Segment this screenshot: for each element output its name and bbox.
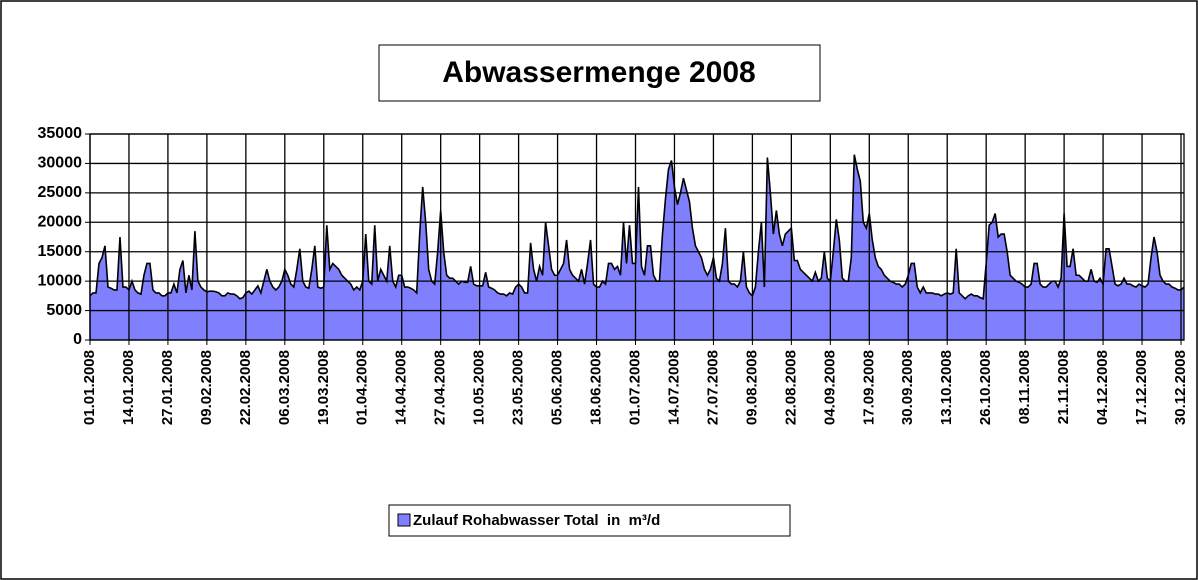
x-tick-label: 04.12.2008 — [1094, 350, 1111, 425]
x-tick-label: 10.05.2008 — [471, 350, 488, 425]
legend-box — [388, 504, 791, 537]
x-tick-label: 27.04.2008 — [432, 350, 449, 425]
x-tick-label: 27.01.2008 — [159, 350, 176, 425]
x-tick-label: 17.12.2008 — [1133, 350, 1150, 425]
y-tick-label: 25000 — [38, 184, 83, 201]
y-tick-label: 0 — [73, 331, 82, 348]
x-tick-label: 13.10.2008 — [938, 350, 955, 425]
x-tick-label: 18.06.2008 — [588, 350, 605, 425]
y-tick-label: 5000 — [46, 302, 82, 319]
x-tick-label: 01.07.2008 — [626, 350, 643, 425]
legend-swatch — [397, 513, 411, 527]
x-tick-label: 30.12.2008 — [1172, 350, 1189, 425]
x-tick-label: 05.06.2008 — [549, 350, 566, 425]
x-tick-label: 17.09.2008 — [860, 350, 877, 425]
plot-border — [89, 133, 1185, 341]
x-tick-label: 23.05.2008 — [510, 350, 527, 425]
x-tick-label: 27.07.2008 — [704, 350, 721, 425]
x-tick-label: 19.03.2008 — [315, 350, 332, 425]
x-tick-label: 21.11.2008 — [1055, 350, 1072, 424]
x-tick-label: 01.01.2008 — [81, 350, 98, 425]
x-tick-label: 14.07.2008 — [665, 350, 682, 425]
y-tick-label: 10000 — [38, 272, 83, 289]
x-tick-label: 14.04.2008 — [393, 350, 410, 425]
x-tick-label: 09.02.2008 — [198, 350, 215, 425]
y-tick-label: 20000 — [38, 214, 83, 231]
area — [90, 154, 1184, 340]
legend: Zulauf Rohabwasser Total in m³/d — [388, 504, 791, 537]
x-tick-label: 04.09.2008 — [821, 350, 838, 425]
x-tick-label: 30.09.2008 — [899, 350, 916, 425]
x-tick-label: 22.02.2008 — [237, 350, 254, 425]
y-tick-label: 35000 — [38, 125, 83, 142]
chart-title: Abwassermenge 2008 — [442, 56, 756, 89]
x-tick-label: 08.11.2008 — [1016, 350, 1033, 424]
y-tick-label: 15000 — [38, 243, 83, 260]
y-tick-label: 30000 — [38, 155, 83, 172]
x-tick-label: 06.03.2008 — [276, 350, 293, 425]
x-tick-label: 14.01.2008 — [120, 350, 137, 425]
x-tick-label: 22.08.2008 — [782, 350, 799, 425]
line — [89, 154, 1185, 300]
x-tick-label: 09.08.2008 — [743, 350, 760, 425]
title-box — [378, 44, 821, 102]
x-tick-label: 26.10.2008 — [977, 350, 994, 425]
legend-label: Zulauf Rohabwasser Total in m³/d — [413, 512, 660, 529]
x-tick-label: 01.04.2008 — [354, 350, 371, 425]
